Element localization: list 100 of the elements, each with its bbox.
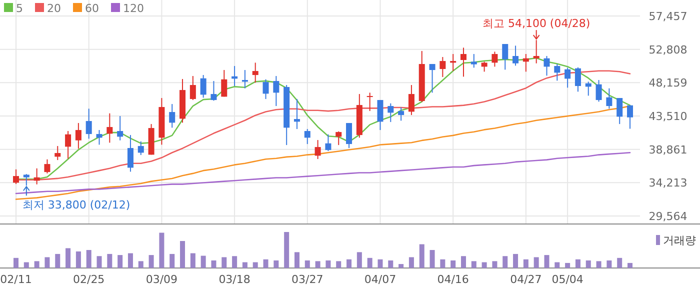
x-tick-label: 05/04: [552, 273, 584, 286]
bar: [107, 254, 112, 268]
candlestick: [86, 108, 92, 140]
bar: [44, 257, 50, 268]
candlestick: [481, 61, 488, 72]
candlestick: [533, 40, 540, 64]
candlestick: [398, 106, 404, 122]
legend-label: 120: [123, 2, 144, 15]
bar: [606, 260, 612, 268]
legend-label: 거래량: [663, 234, 696, 247]
bar: [554, 262, 560, 268]
candlestick: [34, 168, 40, 185]
candlestick: [117, 116, 124, 141]
x-tick-label: 04/07: [364, 273, 396, 286]
candlestick: [200, 74, 206, 98]
candlestick: [54, 146, 61, 161]
candlestick: [460, 47, 466, 78]
bar: [294, 252, 300, 268]
candlestick: [221, 70, 228, 98]
candlestick: [190, 76, 196, 101]
candlestick: [273, 76, 280, 107]
candlestick: [336, 130, 342, 146]
bar: [222, 257, 227, 268]
bar: [617, 258, 622, 268]
y-tick-label: 29,564: [648, 210, 688, 223]
bar: [430, 250, 435, 268]
candlestick: [574, 66, 581, 92]
candlestick: [440, 56, 446, 78]
candlestick: [325, 134, 332, 152]
bar: [118, 255, 123, 268]
x-tick-label: 03/18: [218, 273, 250, 286]
bar: [408, 257, 414, 268]
candlestick: [23, 174, 30, 186]
bar: [66, 248, 71, 268]
candlestick: [210, 80, 217, 102]
bar: [138, 261, 144, 268]
candlestick: [314, 140, 321, 160]
y-tick-label: 52,808: [648, 43, 688, 56]
bar: [170, 254, 175, 268]
bar: [55, 254, 60, 268]
y-tick-label: 57,457: [648, 10, 688, 23]
bar: [304, 260, 310, 268]
bar: [263, 259, 268, 268]
bar: [419, 244, 424, 268]
bar: [440, 259, 446, 268]
bar: [596, 261, 602, 268]
candlestick: [65, 130, 72, 160]
bar: [544, 255, 550, 268]
legend: 거래량: [656, 234, 696, 247]
candlestick: [429, 64, 436, 94]
candlestick: [450, 54, 456, 72]
bar: [34, 261, 40, 268]
bar: [586, 260, 591, 268]
candlestick: [470, 54, 477, 68]
bar: [190, 253, 196, 268]
candlestick: [138, 140, 144, 156]
candlestick: [242, 70, 248, 89]
bar: [628, 262, 632, 268]
annotation: 최고 54,100 (04/28): [482, 17, 590, 30]
candlestick: [512, 45, 519, 66]
bar: [128, 253, 133, 268]
x-tick-label: 03/27: [292, 273, 324, 286]
candlestick: [304, 128, 310, 145]
bar: [356, 252, 362, 268]
candlestick: [366, 92, 373, 112]
bar: [315, 261, 320, 268]
candlestick: [75, 122, 82, 150]
y-tick-label: 34,213: [648, 176, 688, 190]
candlestick: [262, 78, 269, 100]
bar: [346, 259, 352, 268]
bar: [575, 259, 580, 268]
bar: [24, 262, 29, 268]
candlestick: [616, 98, 623, 125]
candlestick: [346, 122, 352, 149]
candlestick: [596, 80, 602, 102]
bar: [513, 254, 518, 268]
bar: [86, 250, 92, 268]
candlestick: [44, 158, 50, 174]
bar: [398, 264, 404, 268]
candlestick: [127, 134, 134, 172]
legend-label: 5: [16, 2, 23, 15]
bar: [232, 256, 238, 268]
bar: [565, 262, 570, 268]
bar: [460, 256, 466, 268]
candlestick: [294, 98, 300, 130]
y-tick-label: 38,861: [648, 143, 688, 156]
y-tick-label: 43,510: [648, 110, 688, 124]
bar: [523, 259, 528, 268]
bar: [534, 257, 539, 268]
candlestick: [13, 168, 19, 185]
candlestick: [627, 104, 633, 130]
bar: [148, 255, 154, 268]
bar: [492, 261, 498, 268]
candlestick: [169, 104, 176, 128]
candlestick: [96, 130, 102, 146]
bar: [326, 260, 331, 268]
bar: [284, 232, 290, 268]
candlestick: [492, 51, 498, 68]
bar: [502, 256, 508, 268]
bar: [211, 260, 216, 268]
